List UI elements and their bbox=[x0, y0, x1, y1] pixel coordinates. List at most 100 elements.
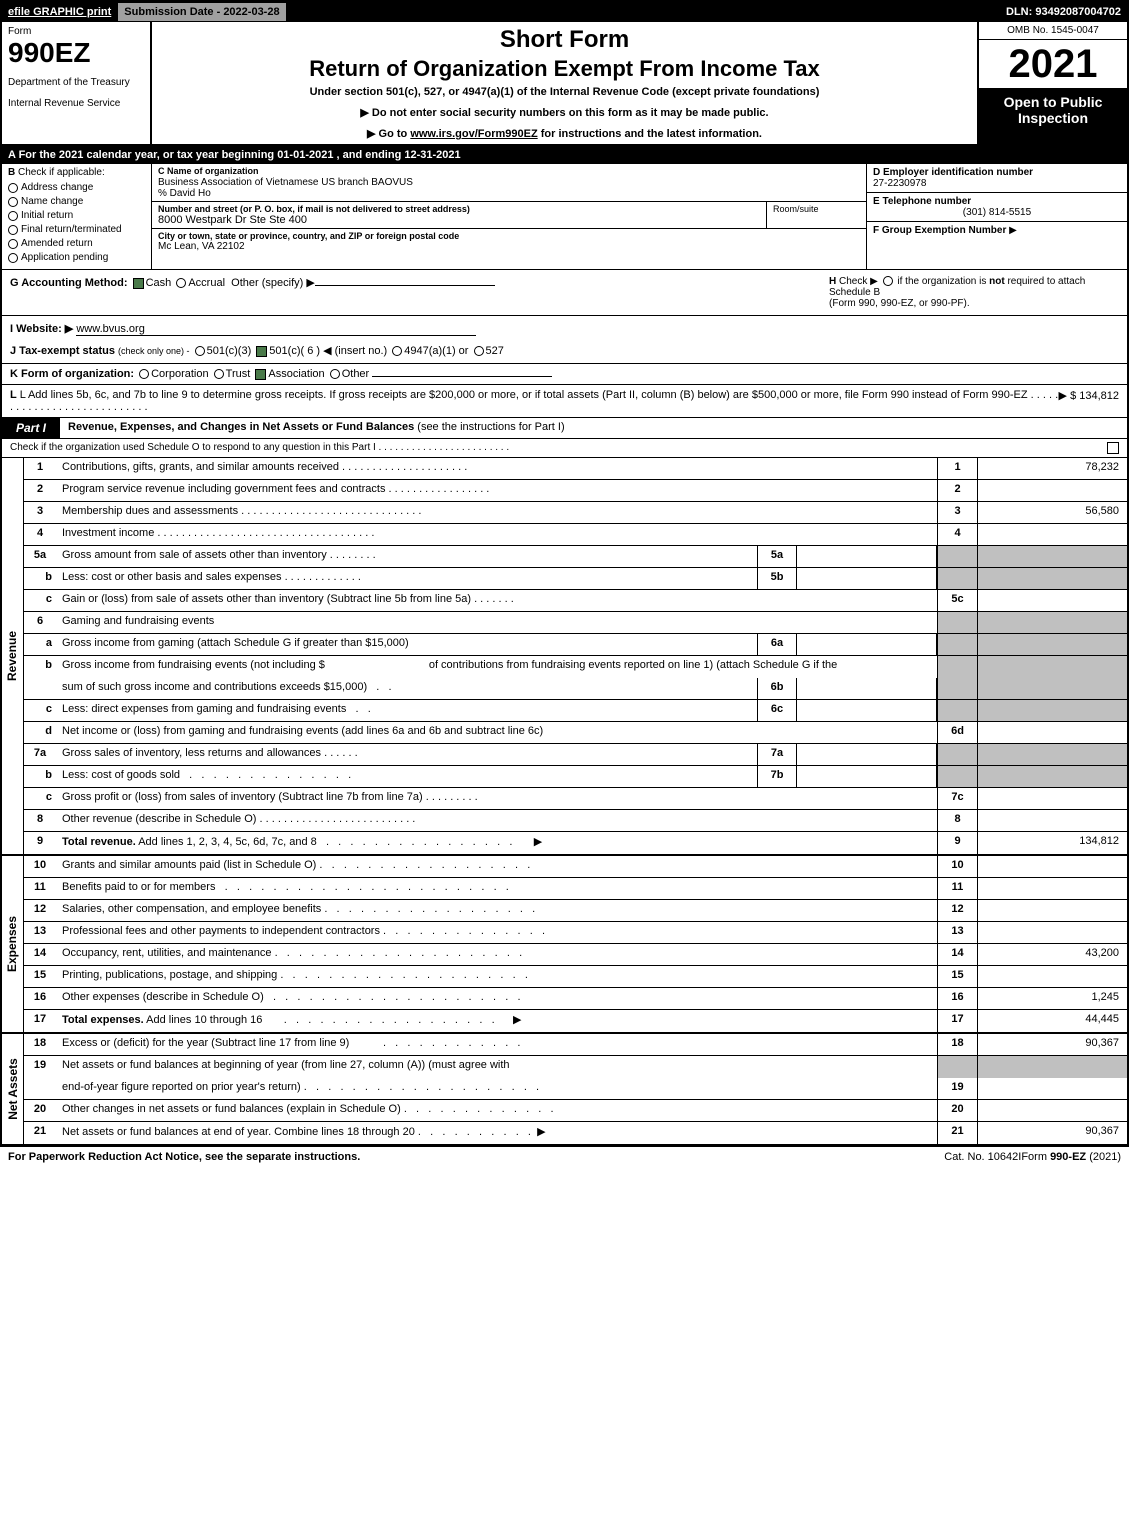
cb-final-return[interactable]: Final return/terminated bbox=[8, 224, 145, 235]
dept-treasury: Department of the Treasury bbox=[8, 77, 144, 88]
irs-link[interactable]: www.irs.gov/Form990EZ bbox=[410, 128, 537, 140]
opt-corp: Corporation bbox=[151, 368, 208, 380]
cb-initial-return[interactable]: Initial return bbox=[8, 210, 145, 221]
line-6: 6 Gaming and fundraising events bbox=[24, 612, 1127, 634]
cb-label: Application pending bbox=[21, 252, 108, 263]
ln-desc: Gross amount from sale of assets other t… bbox=[62, 549, 327, 561]
ln-box: 6d bbox=[937, 722, 977, 743]
ln-box: 10 bbox=[937, 856, 977, 877]
cb-527[interactable] bbox=[474, 346, 484, 356]
checkbox-h[interactable] bbox=[883, 276, 893, 286]
cb-501c3[interactable] bbox=[195, 346, 205, 356]
instr2-pre: ▶ Go to bbox=[367, 128, 410, 140]
cb-trust[interactable] bbox=[214, 369, 224, 379]
efile-print-link[interactable]: efile GRAPHIC print bbox=[2, 3, 117, 21]
care-of: % David Ho bbox=[158, 188, 211, 199]
cb-address-change[interactable]: Address change bbox=[8, 182, 145, 193]
ln-val: 90,367 bbox=[977, 1034, 1127, 1055]
line-5c: c Gain or (loss) from sale of assets oth… bbox=[24, 590, 1127, 612]
cb-other-org[interactable] bbox=[330, 369, 340, 379]
section-def: D Employer identification number 27-2230… bbox=[867, 164, 1127, 269]
ln-val bbox=[977, 524, 1127, 545]
ein-value: 27-2230978 bbox=[873, 178, 1121, 189]
other-specify-line[interactable] bbox=[315, 285, 495, 286]
opt-assoc: Association bbox=[268, 368, 324, 380]
l-text: L Add lines 5b, 6c, and 7b to line 9 to … bbox=[20, 389, 1028, 401]
line-8: 8 Other revenue (describe in Schedule O)… bbox=[24, 810, 1127, 832]
ln-val-shaded bbox=[977, 612, 1127, 633]
phone-value: (301) 814-5515 bbox=[873, 207, 1121, 218]
ln-box-shaded bbox=[937, 700, 977, 721]
cb-501c[interactable] bbox=[256, 346, 267, 357]
ln-inner-val bbox=[797, 744, 937, 765]
l-amount: ▶ $ 134,812 bbox=[1059, 389, 1119, 413]
ln-inner-box: 6c bbox=[757, 700, 797, 721]
footer-form-bold: 990-EZ bbox=[1050, 1151, 1086, 1163]
schedule-o-checkbox[interactable] bbox=[1107, 442, 1119, 454]
ln-desc: Printing, publications, postage, and shi… bbox=[62, 969, 277, 981]
c-letter: C bbox=[158, 166, 165, 176]
ln-val: 90,367 bbox=[977, 1122, 1127, 1144]
ln-box: 20 bbox=[937, 1100, 977, 1121]
part-i-check: Check if the organization used Schedule … bbox=[2, 439, 1127, 458]
other-org-line[interactable] bbox=[372, 376, 552, 377]
section-a: A For the 2021 calendar year, or tax yea… bbox=[2, 146, 1127, 164]
ln-desc: Gross income from gaming (attach Schedul… bbox=[56, 634, 757, 655]
part-title-text: Revenue, Expenses, and Changes in Net As… bbox=[68, 421, 414, 433]
part-i-label: Part I bbox=[2, 418, 60, 438]
city-value: Mc Lean, VA 22102 bbox=[158, 241, 860, 252]
open-public-badge: Open to Public Inspection bbox=[979, 88, 1127, 144]
d-label: D Employer identification number bbox=[873, 167, 1121, 178]
ln-val bbox=[977, 922, 1127, 943]
line-10: 10 Grants and similar amounts paid (list… bbox=[24, 856, 1127, 878]
ln-inner-box: 5a bbox=[757, 546, 797, 567]
omb-number: OMB No. 1545-0047 bbox=[979, 22, 1127, 40]
cb-association[interactable] bbox=[255, 369, 266, 380]
ln-desc: Net assets or fund balances at end of ye… bbox=[62, 1126, 415, 1138]
ln-box: 21 bbox=[937, 1122, 977, 1144]
cb-corporation[interactable] bbox=[139, 369, 149, 379]
line-1: 1 Contributions, gifts, grants, and simi… bbox=[24, 458, 1127, 480]
ln-num: 16 bbox=[24, 988, 56, 1009]
ln-val bbox=[977, 788, 1127, 809]
checkbox-cash[interactable] bbox=[133, 278, 144, 289]
instruction-goto: ▶ Go to www.irs.gov/Form990EZ for instru… bbox=[160, 127, 969, 140]
checkbox-accrual[interactable] bbox=[176, 278, 186, 288]
expenses-section: Expenses 10 Grants and similar amounts p… bbox=[2, 856, 1127, 1034]
ln-val: 134,812 bbox=[977, 832, 1127, 854]
ln-inner-val bbox=[797, 634, 937, 655]
footer-right: Form 990-EZ (2021) bbox=[1021, 1151, 1121, 1163]
line-6c: c Less: direct expenses from gaming and … bbox=[24, 700, 1127, 722]
footer-form-pre: Form bbox=[1021, 1151, 1050, 1163]
ln-val bbox=[977, 590, 1127, 611]
website-link[interactable]: www.bvus.org bbox=[76, 323, 144, 335]
section-h: H Check ▶ if the organization is not req… bbox=[819, 276, 1119, 309]
line-7c: c Gross profit or (loss) from sales of i… bbox=[24, 788, 1127, 810]
ln-desc: Salaries, other compensation, and employ… bbox=[62, 903, 321, 915]
footer: For Paperwork Reduction Act Notice, see … bbox=[0, 1147, 1129, 1167]
line-6d: d Net income or (loss) from gaming and f… bbox=[24, 722, 1127, 744]
ln-desc: Less: direct expenses from gaming and fu… bbox=[62, 703, 346, 715]
ln-box: 18 bbox=[937, 1034, 977, 1055]
cb-name-change[interactable]: Name change bbox=[8, 196, 145, 207]
line-16: 16 Other expenses (describe in Schedule … bbox=[24, 988, 1127, 1010]
cb-amended[interactable]: Amended return bbox=[8, 238, 145, 249]
opt-4947: 4947(a)(1) or bbox=[404, 345, 468, 357]
ln-desc: Grants and similar amounts paid (list in… bbox=[62, 859, 316, 871]
ln-val-shaded bbox=[977, 744, 1127, 765]
line-6a: a Gross income from gaming (attach Sched… bbox=[24, 634, 1127, 656]
ln-box: 5c bbox=[937, 590, 977, 611]
ln-num: 15 bbox=[24, 966, 56, 987]
ln-box: 16 bbox=[937, 988, 977, 1009]
h-text2: if the organization is bbox=[897, 276, 989, 287]
opt-other: Other bbox=[342, 368, 370, 380]
i-label: I Website: ▶ bbox=[10, 323, 73, 335]
ln-box: 1 bbox=[937, 458, 977, 479]
cb-4947[interactable] bbox=[392, 346, 402, 356]
checkbox-icon bbox=[8, 225, 18, 235]
cb-application-pending[interactable]: Application pending bbox=[8, 252, 145, 263]
ln-box: 2 bbox=[937, 480, 977, 501]
form-header: Form 990EZ Department of the Treasury In… bbox=[2, 22, 1127, 146]
ln-val: 1,245 bbox=[977, 988, 1127, 1009]
ln-box: 13 bbox=[937, 922, 977, 943]
